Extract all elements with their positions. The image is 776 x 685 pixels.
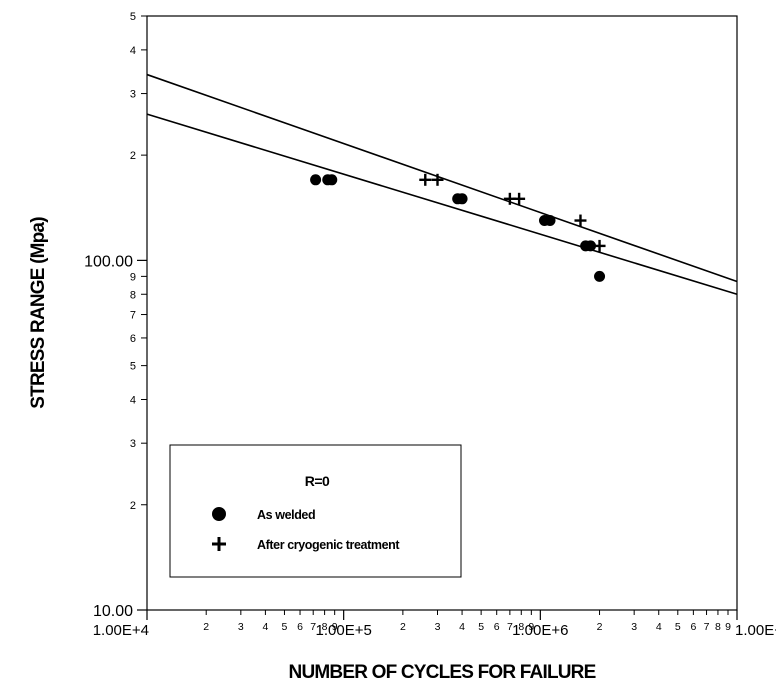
x-minor-tick-label: 4 (262, 621, 268, 633)
x-minor-tick-label: 9 (332, 621, 338, 633)
y-major-tick-label: 10.00 (93, 603, 133, 620)
y-minor-tick-label: 3 (130, 89, 136, 101)
x-minor-tick-label: 8 (322, 621, 328, 633)
y-minor-tick-label: 3 (130, 438, 136, 450)
y-minor-tick-label: 9 (130, 271, 136, 283)
y-major-tick-label: 100.00 (84, 253, 133, 270)
y-minor-tick-label: 8 (130, 289, 136, 301)
x-minor-tick-label: 3 (435, 621, 441, 633)
x-minor-tick-label: 8 (715, 621, 721, 633)
x-axis-title: NUMBER OF CYCLES FOR FAILURE (289, 662, 596, 683)
x-minor-tick-label: 6 (494, 621, 500, 633)
fit-lines (146, 73, 738, 296)
x-minor-tick-label: 3 (238, 621, 244, 633)
axis-ticks: 1.00E+41.00E+51.00E+61.00E+7234567892345… (84, 11, 776, 639)
x-minor-tick-label: 5 (675, 621, 681, 633)
data-point-after-cryogenic (593, 239, 606, 252)
legend-label-as-welded: As welded (257, 508, 315, 522)
legend-label-after-cryogenic: After cryogenic treatment (257, 538, 400, 552)
legend-title: R=0 (305, 473, 330, 489)
data-point-after-cryogenic (419, 173, 432, 186)
x-major-tick-label: 1.00E+7 (735, 622, 776, 639)
y-minor-tick-label: 7 (130, 310, 136, 322)
x-minor-tick-label: 7 (507, 621, 513, 633)
y-minor-tick-label: 4 (130, 395, 136, 407)
x-minor-tick-label: 8 (518, 621, 524, 633)
legend-marker-after-cryogenic (212, 537, 226, 551)
data-point-as-welded (544, 215, 556, 227)
data-point-as-welded (326, 174, 338, 186)
x-major-tick-label: 1.00E+4 (93, 622, 149, 639)
x-minor-tick-label: 6 (690, 621, 696, 633)
fit-line-as-welded (146, 113, 738, 296)
x-minor-tick-label: 9 (725, 621, 731, 633)
x-minor-tick-label: 5 (282, 621, 288, 633)
x-minor-tick-label: 3 (631, 621, 637, 633)
x-minor-tick-label: 2 (597, 621, 603, 633)
y-minor-tick-label: 4 (130, 45, 136, 57)
y-axis-title: STRESS RANGE (Mpa) (28, 217, 49, 409)
x-minor-tick-label: 5 (478, 621, 484, 633)
x-minor-tick-label: 7 (310, 621, 316, 633)
legend-marker-as-welded (212, 507, 226, 521)
x-major-tick-label: 1.00E+6 (512, 622, 568, 639)
data-points (310, 173, 606, 282)
x-minor-tick-label: 2 (400, 621, 406, 633)
y-minor-tick-label: 5 (130, 361, 136, 373)
plot-frame (146, 15, 738, 611)
y-minor-tick-label: 2 (130, 500, 136, 512)
data-point-after-cryogenic (513, 192, 526, 205)
data-point-after-cryogenic (574, 214, 587, 227)
y-minor-tick-label: 6 (130, 333, 136, 345)
x-major-tick-label: 1.00E+5 (316, 622, 372, 639)
fit-line-after-cryogenic (146, 73, 738, 283)
plot-area (146, 15, 738, 611)
x-minor-tick-label: 7 (704, 621, 710, 633)
data-point-as-welded (585, 240, 597, 252)
y-minor-tick-label: 2 (130, 150, 136, 162)
x-minor-tick-label: 4 (656, 621, 662, 633)
data-point-after-cryogenic (431, 173, 444, 186)
x-minor-tick-label: 6 (297, 621, 303, 633)
x-minor-tick-label: 9 (528, 621, 534, 633)
data-point-as-welded (310, 174, 322, 186)
data-point-as-welded (594, 270, 606, 282)
legend: R=0 As welded After cryogenic treatment (169, 444, 462, 578)
x-minor-tick-label: 2 (203, 621, 209, 633)
y-minor-tick-label: 5 (130, 11, 136, 23)
data-point-as-welded (456, 193, 468, 205)
x-minor-tick-label: 4 (459, 621, 465, 633)
